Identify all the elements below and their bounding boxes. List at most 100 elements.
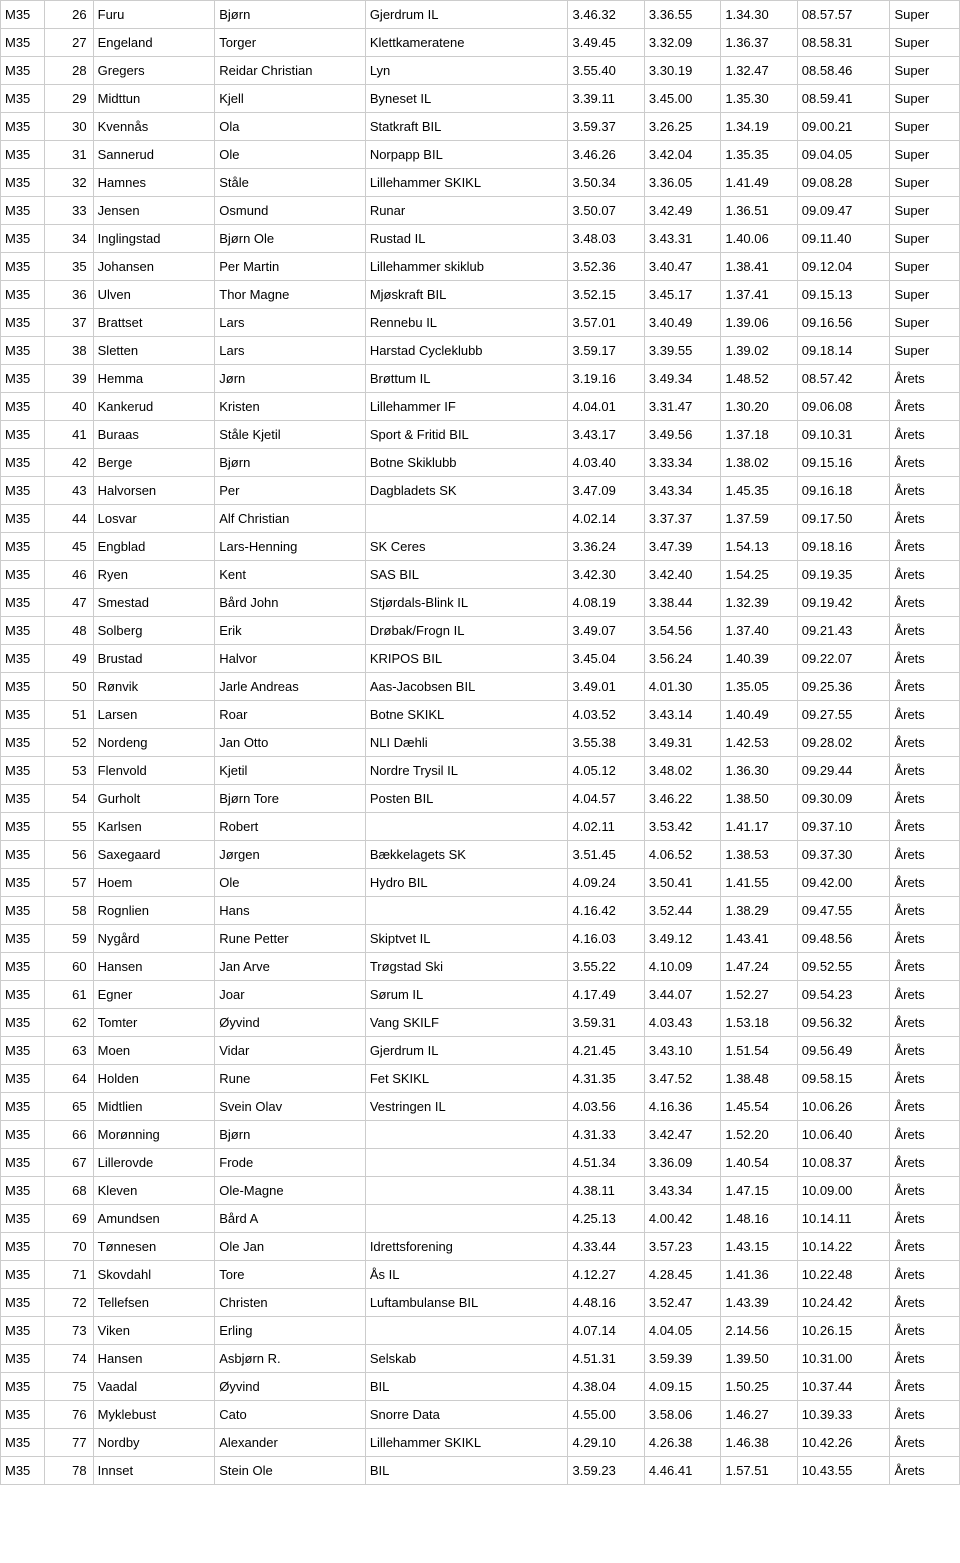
category-cell: Årets (890, 1205, 960, 1233)
lastname-cell: Brustad (93, 645, 215, 673)
class-cell: M35 (1, 1233, 45, 1261)
time4-cell: 10.09.00 (797, 1177, 890, 1205)
time1-cell: 4.29.10 (568, 1429, 644, 1457)
time1-cell: 4.51.34 (568, 1149, 644, 1177)
firstname-cell: Erik (215, 617, 366, 645)
time4-cell: 09.10.31 (797, 421, 890, 449)
table-row: M3542BergeBjørnBotne Skiklubb4.03.403.33… (1, 449, 960, 477)
table-row: M3567LillerovdeFrode4.51.343.36.091.40.5… (1, 1149, 960, 1177)
lastname-cell: Skovdahl (93, 1261, 215, 1289)
table-row: M3551LarsenRoarBotne SKIKL4.03.523.43.14… (1, 701, 960, 729)
firstname-cell: Øyvind (215, 1009, 366, 1037)
time3-cell: 1.40.49 (721, 701, 797, 729)
table-row: M3563MoenVidarGjerdrum IL4.21.453.43.101… (1, 1037, 960, 1065)
club-cell (365, 813, 568, 841)
firstname-cell: Torger (215, 29, 366, 57)
firstname-cell: Erling (215, 1317, 366, 1345)
table-row: M3574HansenAsbjørn R.Selskab4.51.313.59.… (1, 1345, 960, 1373)
firstname-cell: Bjørn (215, 1121, 366, 1149)
time2-cell: 3.43.10 (644, 1037, 720, 1065)
class-cell: M35 (1, 785, 45, 813)
rank-cell: 55 (45, 813, 94, 841)
time3-cell: 1.35.05 (721, 673, 797, 701)
firstname-cell: Ståle (215, 169, 366, 197)
class-cell: M35 (1, 505, 45, 533)
rank-cell: 45 (45, 533, 94, 561)
category-cell: Super (890, 85, 960, 113)
club-cell: NLI Dæhli (365, 729, 568, 757)
table-row: M3527EngelandTorgerKlettkameratene3.49.4… (1, 29, 960, 57)
category-cell: Årets (890, 533, 960, 561)
time1-cell: 4.21.45 (568, 1037, 644, 1065)
firstname-cell: Ola (215, 113, 366, 141)
firstname-cell: Bård A (215, 1205, 366, 1233)
club-cell (365, 1205, 568, 1233)
time4-cell: 09.08.28 (797, 169, 890, 197)
lastname-cell: Lillerovde (93, 1149, 215, 1177)
lastname-cell: Rønvik (93, 673, 215, 701)
class-cell: M35 (1, 1429, 45, 1457)
class-cell: M35 (1, 841, 45, 869)
club-cell: Sørum IL (365, 981, 568, 1009)
table-row: M3550RønvikJarle AndreasAas-Jacobsen BIL… (1, 673, 960, 701)
rank-cell: 67 (45, 1149, 94, 1177)
rank-cell: 31 (45, 141, 94, 169)
firstname-cell: Ole-Magne (215, 1177, 366, 1205)
table-row: M3537BrattsetLarsRennebu IL3.57.013.40.4… (1, 309, 960, 337)
time2-cell: 3.48.02 (644, 757, 720, 785)
rank-cell: 66 (45, 1121, 94, 1149)
time2-cell: 3.36.09 (644, 1149, 720, 1177)
rank-cell: 58 (45, 897, 94, 925)
time2-cell: 3.42.47 (644, 1121, 720, 1149)
rank-cell: 32 (45, 169, 94, 197)
class-cell: M35 (1, 869, 45, 897)
class-cell: M35 (1, 701, 45, 729)
time2-cell: 4.04.05 (644, 1317, 720, 1345)
time4-cell: 09.15.16 (797, 449, 890, 477)
firstname-cell: Ole (215, 869, 366, 897)
rank-cell: 50 (45, 673, 94, 701)
time2-cell: 3.37.37 (644, 505, 720, 533)
category-cell: Årets (890, 1093, 960, 1121)
time3-cell: 1.34.19 (721, 113, 797, 141)
table-row: M3528GregersReidar ChristianLyn3.55.403.… (1, 57, 960, 85)
table-row: M3564HoldenRuneFet SKIKL4.31.353.47.521.… (1, 1065, 960, 1093)
lastname-cell: Engblad (93, 533, 215, 561)
time1-cell: 4.17.49 (568, 981, 644, 1009)
firstname-cell: Per (215, 477, 366, 505)
time2-cell: 3.31.47 (644, 393, 720, 421)
category-cell: Årets (890, 869, 960, 897)
firstname-cell: Tore (215, 1261, 366, 1289)
rank-cell: 38 (45, 337, 94, 365)
club-cell: Lillehammer SKIKL (365, 1429, 568, 1457)
category-cell: Super (890, 225, 960, 253)
time1-cell: 4.51.31 (568, 1345, 644, 1373)
time3-cell: 1.32.39 (721, 589, 797, 617)
time3-cell: 1.38.50 (721, 785, 797, 813)
firstname-cell: Frode (215, 1149, 366, 1177)
time1-cell: 3.55.22 (568, 953, 644, 981)
table-row: M3566MorønningBjørn4.31.333.42.471.52.20… (1, 1121, 960, 1149)
firstname-cell: Kjetil (215, 757, 366, 785)
lastname-cell: Hemma (93, 365, 215, 393)
lastname-cell: Gurholt (93, 785, 215, 813)
time3-cell: 1.51.54 (721, 1037, 797, 1065)
time1-cell: 4.04.01 (568, 393, 644, 421)
category-cell: Årets (890, 925, 960, 953)
time4-cell: 10.06.26 (797, 1093, 890, 1121)
rank-cell: 40 (45, 393, 94, 421)
club-cell: Norpapp BIL (365, 141, 568, 169)
club-cell: Lillehammer IF (365, 393, 568, 421)
club-cell: Luftambulanse BIL (365, 1289, 568, 1317)
category-cell: Super (890, 197, 960, 225)
time3-cell: 1.40.39 (721, 645, 797, 673)
lastname-cell: Kvennås (93, 113, 215, 141)
table-row: M3553FlenvoldKjetilNordre Trysil IL4.05.… (1, 757, 960, 785)
time4-cell: 09.06.08 (797, 393, 890, 421)
category-cell: Årets (890, 1289, 960, 1317)
category-cell: Årets (890, 1401, 960, 1429)
club-cell: SAS BIL (365, 561, 568, 589)
time3-cell: 1.35.35 (721, 141, 797, 169)
time3-cell: 1.35.30 (721, 85, 797, 113)
time4-cell: 08.57.42 (797, 365, 890, 393)
